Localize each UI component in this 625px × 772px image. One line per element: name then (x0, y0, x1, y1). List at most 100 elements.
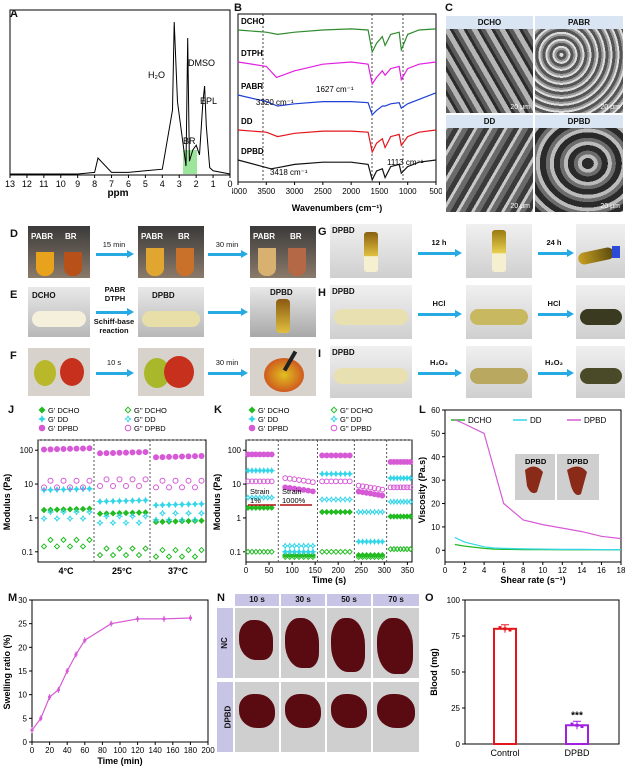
y-tick-label: 30 (18, 596, 27, 605)
data-point (123, 449, 129, 456)
vial-label: DPBD (332, 226, 355, 235)
legend-entry: G' DPBD (258, 424, 289, 433)
data-point (86, 536, 93, 544)
x-tick-label: 0 (227, 179, 232, 189)
data-point (390, 484, 397, 491)
data-point (102, 497, 111, 505)
data-point (185, 477, 192, 484)
data-point (122, 497, 130, 505)
inset-label-2: DPBD (567, 457, 589, 466)
y-tick-label: 75 (451, 632, 460, 641)
x-axis-label: Time (s) (312, 575, 346, 585)
data-point (48, 695, 52, 699)
data-point (575, 723, 579, 727)
data-point (162, 617, 166, 621)
data-point (54, 446, 60, 453)
data-point (40, 543, 48, 550)
data-point (40, 515, 48, 523)
data-point (198, 517, 205, 524)
legend-entry: DD (530, 416, 542, 425)
data-point (41, 484, 47, 491)
data-point (498, 626, 502, 630)
y-axis-label: Modulus (Pa) (2, 474, 12, 531)
data-point (172, 453, 179, 460)
legend-entry: G'' DD (134, 415, 156, 424)
scale-bar-label: 20 μm (600, 104, 620, 111)
data-point (135, 509, 143, 516)
x-tick-label: 0 (443, 566, 448, 575)
y-tick-label: 1 (29, 514, 34, 523)
data-point (244, 504, 252, 511)
y-tick-label: 100 (447, 596, 461, 605)
x-tick-label: 2000 (342, 187, 360, 196)
y-tick-label: 10 (431, 523, 440, 532)
sem-title: DCHO (446, 16, 533, 29)
x-tick-label: 140 (149, 746, 163, 755)
data-point (153, 484, 159, 491)
data-point (191, 516, 199, 524)
x-tick-label: 1 (211, 179, 216, 189)
data-point (166, 484, 172, 491)
data-point (295, 548, 303, 556)
legend-marker (248, 424, 256, 432)
legend-entry: G' DCHO (258, 406, 290, 415)
data-point (337, 452, 344, 459)
row-label-nc: NC (217, 608, 233, 678)
ftir-series-dtph (237, 61, 437, 86)
annotation-1627: 1627 cm⁻¹ (316, 85, 354, 94)
data-point (394, 484, 401, 491)
y-tick-label: 60 (431, 406, 440, 415)
legend-marker (124, 424, 132, 432)
arrow (418, 369, 462, 377)
x-tick-label: 3000 (286, 187, 304, 196)
legend-marker (124, 406, 132, 414)
photo-gel-joined (138, 348, 204, 396)
data-point (123, 482, 129, 489)
data-point (286, 475, 293, 482)
y-tick-label: 0 (436, 546, 441, 555)
vial-label: DPBD (332, 348, 355, 357)
data-point (53, 515, 61, 523)
step-time-1: 15 min (102, 240, 126, 249)
data-point (178, 500, 186, 508)
data-point (378, 508, 386, 516)
x-tick-label: 50 (265, 566, 274, 575)
panel-k: K 0.1 1 10 100 0 50 100 150 200 250 300 350 G' DCH… (212, 402, 417, 587)
data-point (305, 487, 312, 494)
arrow (418, 249, 462, 257)
data-point (332, 508, 340, 516)
x-axis-label: Shear rate (s⁻¹) (500, 575, 565, 585)
data-point (165, 553, 173, 560)
x-tick-label: 14 (577, 566, 586, 575)
data-point (296, 477, 302, 483)
panel-label-h: H (318, 287, 326, 299)
x-tick-label: 100 (113, 746, 127, 755)
liver-dpbd-50s (327, 682, 371, 752)
y-tick-label: 100 (228, 446, 242, 455)
x-tick-label: 0 (30, 746, 35, 755)
data-point (115, 512, 124, 520)
panel-label-g: G (318, 226, 327, 238)
panel-o: O 0 25 50 75 100 Control DPBD *** Blood (mg) (423, 590, 625, 767)
data-point (85, 508, 94, 516)
reaction-label: Schiff-base reaction (93, 317, 135, 335)
data-point (252, 478, 259, 485)
data-point (178, 516, 186, 524)
x-tick-label: 180 (184, 746, 198, 755)
data-point (41, 446, 47, 453)
data-point (256, 504, 263, 511)
y-tick-label: 0 (456, 740, 461, 749)
x-tick-label: 200 (201, 746, 215, 755)
legend-marker (330, 415, 338, 423)
panel-label-a: A (10, 8, 18, 20)
vial-label-br: BR (290, 232, 302, 241)
y-tick-label: 0.1 (22, 548, 34, 557)
data-point (503, 627, 507, 631)
data-point (67, 484, 73, 491)
data-point (337, 478, 344, 485)
data-point (363, 553, 370, 561)
data-point (136, 449, 142, 456)
panel-b: B 4000 3500 3000 2500 2000 1500 1000 500 DCHO DT… (229, 0, 443, 215)
legend-entry: G' DCHO (48, 406, 80, 415)
data-point (129, 545, 136, 552)
